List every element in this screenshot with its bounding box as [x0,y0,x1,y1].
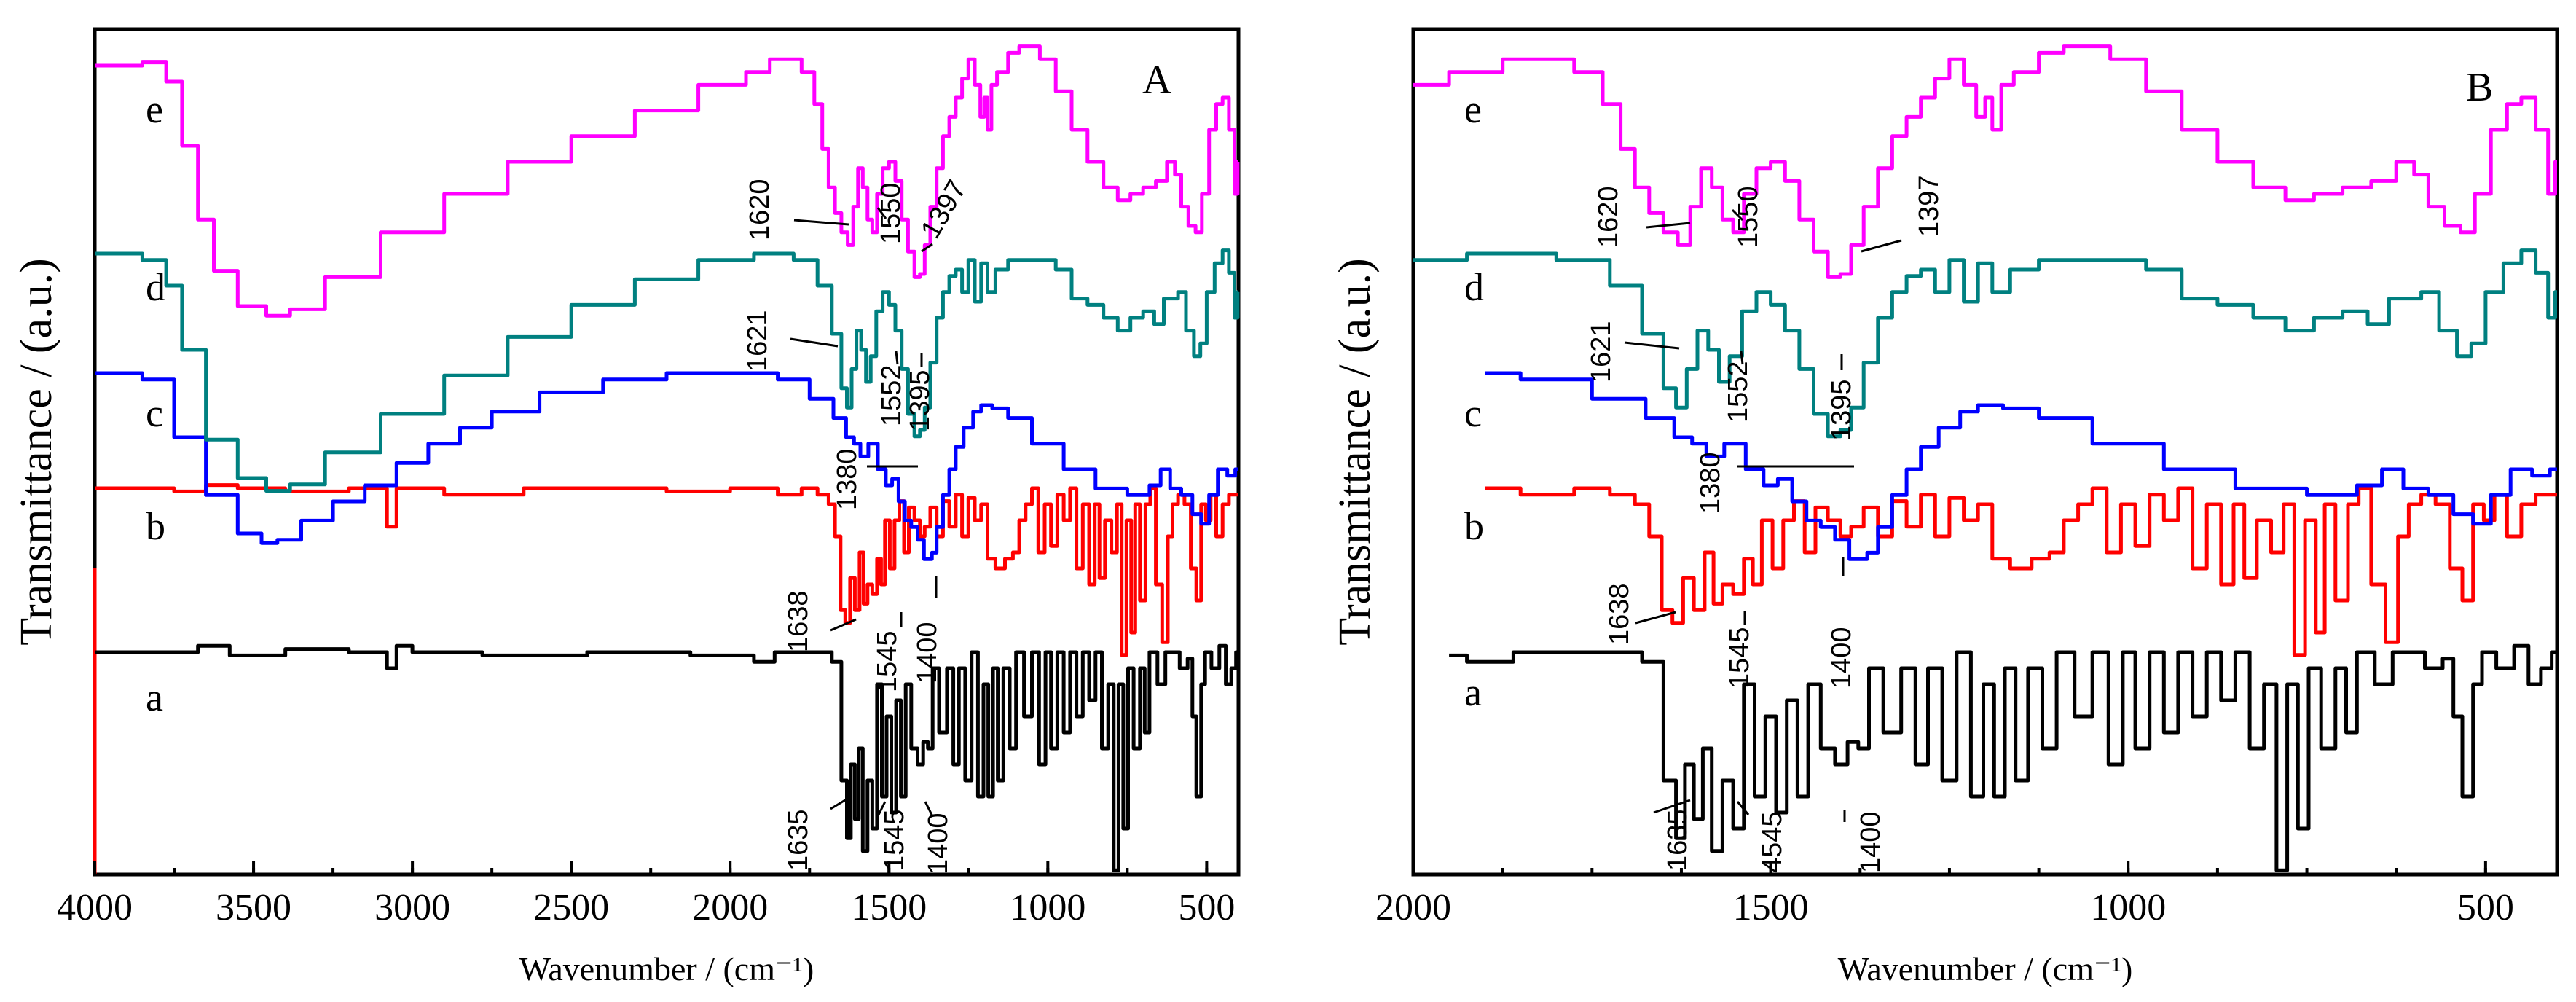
panel-b-annotation-e-1550: 1550 [1733,186,1764,248]
panel-a-x-tick-label: 3000 [374,887,450,928]
panel-a-series-label-e: e [146,87,163,131]
panel-b-x-tick-labels: 2000 1500 1000 500 [1375,887,2514,928]
panel-b-x-axis-label: Wavenumber / (cm⁻¹) [1838,950,2133,987]
panel-b-series-label-a: a [1464,670,1482,714]
panel-a-series-label-a: a [146,676,163,719]
panel-a-x-tick-labels: 4000 3500 3000 2500 2000 1500 1000 500 [57,887,1235,928]
panel-b-lead-line [1731,208,1744,222]
panel-b-annotation-a-1635: 1635 [1662,809,1693,871]
panel-a-annotations: 1635 1545 1400 1638 1545 1400 1380 1621 … [742,175,973,874]
panel-b-series-a [1449,643,2557,872]
panel-b-annotation-d-1621: 1621 [1586,321,1617,383]
panel-b-curves [1413,44,2557,872]
panel-b-x-tick-label: 2000 [1375,887,1451,928]
panel-a-x-tick-label: 2500 [533,887,609,928]
panel-a-annotation-e-1397: 1397 [915,175,973,243]
panel-a-annotation-e-1620: 1620 [745,179,775,240]
panel-a-label: A [1142,58,1172,103]
panel-a: 4000 3500 3000 2500 2000 1500 1000 500 Wavenumb… [12,27,1241,987]
panel-a-lead-line [830,618,857,632]
panel-a-annotation-a-1635: 1635 [783,809,814,871]
panel-b-annotation-e-1620: 1620 [1593,186,1624,248]
panel-a-annotation-a-1400: 1400 [923,813,954,874]
panel-b-annotation-c-1380: 1380 [1695,452,1726,514]
panel-b-y-axis-label: Transmittance / (a.u.) [1330,258,1380,645]
panel-a-series-a [95,643,1238,872]
panel-b-series-label-d: d [1464,265,1484,309]
panel-b-lead-line [1624,341,1680,350]
panel-a-x-tick-label: 4000 [57,887,133,928]
panel-a-annotation-d-1552: 1552 [876,364,907,426]
panel-b-lead-line [1740,351,1744,365]
panel-a-x-tick-label: 2000 [692,887,768,928]
panel-b-lead-line [1736,801,1750,815]
panel-a-annotation-d-1621: 1621 [742,310,773,372]
panel-a-x-tick-label: 1500 [851,887,927,928]
panel-a-annotation-c-1380: 1380 [832,448,863,510]
panel-a-series-d [95,248,1240,493]
panel-b-x-tick-label: 1000 [2090,887,2166,928]
panel-b-annotation-b-1400: 1400 [1826,627,1857,689]
panel-a-x-tick-label: 1000 [1010,887,1085,928]
panel-b-annotation-d-1552: 1552 [1723,361,1754,423]
panel-b-series-label-c: c [1464,391,1482,435]
panel-b-frame [1411,27,2559,877]
panel-b-series-c [1485,371,2557,561]
panel-a-y-axis-label: Transmittance / (a.u.) [12,258,61,645]
panel-b-annotation-b-1638: 1638 [1604,583,1635,645]
panel-a-lead-line [921,243,933,253]
panel-b-annotation-d-1395: 1395 [1826,379,1857,441]
panel-b-series-b [1485,486,2557,657]
panel-b-annotation-a-1400: 1400 [1856,811,1886,873]
panel-a-annotation-b-1400: 1400 [912,622,943,684]
panel-b-x-ticks [1412,861,2487,874]
panel-a-lead-line [924,801,934,817]
panel-a-x-tick-label: 500 [1178,887,1235,928]
panel-b-x-tick-label: 500 [2457,887,2514,928]
panel-b-x-tick-label: 1500 [1733,887,1809,928]
panel-a-x-axis-label: Wavenumber / (cm⁻¹) [519,950,814,987]
panel-a-series-label-c: c [146,391,163,435]
panel-b-lead-line [1653,799,1691,814]
panel-b-lead-line [1861,239,1902,253]
panel-a-series-e [95,44,1240,318]
panel-a-curves [95,44,1240,872]
panel-b-annotation-a-4545: 4545 [1757,811,1788,873]
panel-a-lead-line [876,207,887,219]
panel-b-annotation-b-1545: 1545 [1724,627,1755,689]
panel-a-annotation-e-1550: 1550 [876,182,906,244]
panel-b: 2000 1500 1000 500 Wavenumber / (cm⁻¹) Tran… [1330,27,2559,987]
panel-b-annotation-e-1397: 1397 [1914,175,1944,237]
panel-a-annotation-d-1395: 1395 [905,369,935,431]
panel-b-series-e [1413,44,2557,279]
panel-a-lead-line [830,796,849,810]
panel-a-lead-line [793,219,849,226]
panel-b-series-label-b: b [1464,504,1484,548]
panel-a-series-label-b: b [146,504,165,548]
panel-b-lead-line [1635,611,1676,625]
panel-a-annotation-b-1545: 1545 [872,630,903,692]
panel-b-label: B [2466,65,2493,110]
panel-a-x-ticks [93,861,1209,874]
panel-a-series-c [95,371,1238,561]
panel-b-annotations: 1635 4545 1400 1638 1545 1400 1380 1621 … [1586,175,1944,873]
panel-a-series-b [95,483,1238,657]
panel-a-annotation-b-1638: 1638 [783,590,814,652]
panel-a-annotation-a-1545: 1545 [879,809,910,871]
panel-b-series-d [1413,248,2557,439]
panel-a-lead-line [876,801,887,817]
panel-a-lead-line [790,337,839,348]
panel-b-lead-line [1646,222,1691,229]
panel-a-x-tick-label: 3500 [216,887,291,928]
panel-a-lead-line [895,351,899,365]
panel-a-series-label-d: d [146,265,165,309]
panel-b-series-label-e: e [1464,87,1482,131]
panel-a-frame [93,27,1241,877]
